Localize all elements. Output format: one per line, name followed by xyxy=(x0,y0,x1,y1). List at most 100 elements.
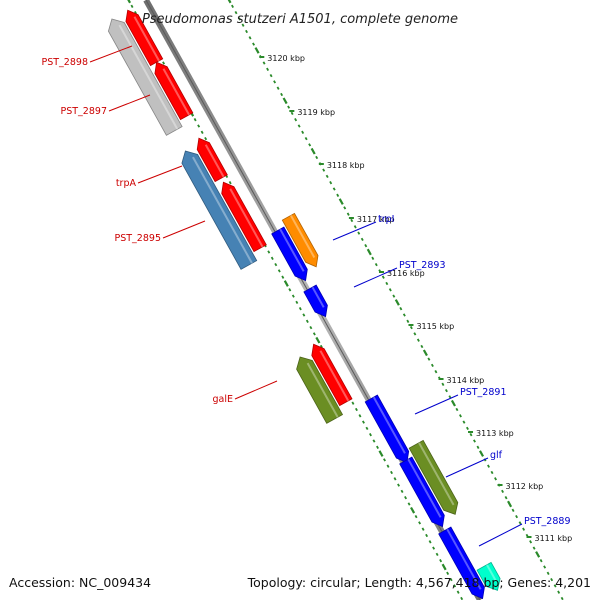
tick-mark xyxy=(281,275,285,279)
tick-mark xyxy=(336,193,340,197)
tick-mark xyxy=(269,73,273,78)
tick-mark xyxy=(248,36,252,40)
tick-mark xyxy=(557,590,561,594)
tick-mark xyxy=(343,206,347,210)
tick-mark xyxy=(308,143,312,147)
gene-feature-arrow xyxy=(408,439,459,515)
kbp-tick-label: 3119 kbp xyxy=(297,108,335,117)
tick-mark xyxy=(386,464,390,468)
kbp-tick-label: 3116 kbp xyxy=(387,269,425,278)
tick-mark xyxy=(369,433,372,437)
tick-mark xyxy=(266,67,270,71)
tick-mark xyxy=(511,508,515,512)
tick-mark xyxy=(294,118,298,122)
tick-mark xyxy=(245,29,249,34)
tick-mark xyxy=(441,563,447,571)
tick-mark xyxy=(435,552,439,557)
gene-leader-line xyxy=(332,221,377,241)
tick-mark xyxy=(449,577,453,582)
gene-label: trpA xyxy=(116,178,137,189)
tick-mark xyxy=(515,514,519,519)
gene-feature-shade xyxy=(133,16,160,62)
tick-mark xyxy=(385,281,389,286)
tick-mark xyxy=(338,198,344,205)
tick-mark xyxy=(329,181,333,185)
tick-mark xyxy=(310,147,316,155)
tick-mark xyxy=(288,288,292,292)
kbp-tick-label: 3111 kbp xyxy=(534,534,572,543)
outer-tick-rail xyxy=(227,0,564,600)
tick-mark xyxy=(410,506,416,514)
gene-feature-arrow xyxy=(296,356,344,424)
tick-mark xyxy=(252,42,256,46)
gene-feature-shade xyxy=(289,214,316,259)
gene-feature-arrow xyxy=(476,561,501,591)
tick-mark xyxy=(476,445,480,449)
tick-mark xyxy=(295,300,299,305)
tick-mark xyxy=(529,540,533,544)
kbp-tick-label: 3115 kbp xyxy=(416,322,454,331)
tick-mark xyxy=(383,458,386,462)
gene-feature-arrow xyxy=(303,284,328,318)
tick-mark xyxy=(422,349,428,357)
tick-mark xyxy=(362,420,365,424)
gene-label: PST_2897 xyxy=(61,106,108,117)
tick-mark xyxy=(378,450,384,457)
tick-mark xyxy=(535,551,541,558)
tick-mark xyxy=(287,105,291,109)
tick-mark xyxy=(365,426,369,431)
tick-mark xyxy=(421,527,425,531)
tick-mark xyxy=(270,256,274,260)
gene-leader-line xyxy=(478,523,523,547)
kbp-tick-label: 3112 kbp xyxy=(506,482,544,491)
label-layer: PST_2898 PST_2897 trpA PST_2895 galE trpI PST_… xyxy=(42,45,571,547)
tick-mark xyxy=(397,483,401,487)
tick-mark xyxy=(276,86,280,90)
gene-feature-shade xyxy=(306,362,339,418)
tick-mark xyxy=(487,464,490,468)
tick-mark xyxy=(315,155,319,160)
kbp-tick-label: 3117 kbp xyxy=(357,215,395,224)
gene-label: PST_2893 xyxy=(399,260,446,271)
tick-mark xyxy=(413,332,417,336)
gene-feature-shade xyxy=(446,528,482,590)
tick-mark xyxy=(507,500,513,508)
tick-mark xyxy=(360,237,364,242)
gene-feature-shade xyxy=(418,442,455,506)
gene-leader-line xyxy=(234,380,278,400)
tick-mark xyxy=(200,130,204,134)
tick-mark xyxy=(305,319,309,323)
tick-mark xyxy=(414,514,418,519)
gene-feature-arrow xyxy=(181,150,258,270)
tick-mark xyxy=(418,521,422,525)
tick-mark xyxy=(456,590,460,594)
gene-feature-arrow xyxy=(281,212,319,268)
tick-mark xyxy=(238,17,241,21)
tick-mark xyxy=(254,47,260,54)
tick-mark xyxy=(409,325,413,330)
tick-mark xyxy=(374,262,378,267)
tick-mark xyxy=(371,256,375,260)
gene-leader-line xyxy=(414,394,459,415)
tick-mark xyxy=(518,521,522,525)
tick-mark xyxy=(302,313,306,317)
tick-mark xyxy=(231,4,234,8)
gene-feature-arrow xyxy=(311,343,353,407)
tick-mark xyxy=(441,382,445,386)
gene-feature-shade xyxy=(229,188,264,248)
tick-mark xyxy=(546,571,550,575)
tick-mark xyxy=(353,225,357,229)
tick-mark xyxy=(366,248,372,256)
gene-feature-shade xyxy=(192,156,253,264)
genome-summary: Topology: circular; Length: 4,567,418 bp… xyxy=(247,575,591,590)
gene-feature-shade xyxy=(118,24,179,130)
tick-mark xyxy=(376,445,379,449)
tick-mark xyxy=(460,596,464,600)
tick-mark xyxy=(420,344,424,349)
feature-layer xyxy=(107,9,501,600)
kbp-tick-label: 3113 kbp xyxy=(476,429,514,438)
tick-mark xyxy=(228,181,232,185)
gene-leader-line xyxy=(445,457,489,478)
tick-mark xyxy=(277,269,281,273)
